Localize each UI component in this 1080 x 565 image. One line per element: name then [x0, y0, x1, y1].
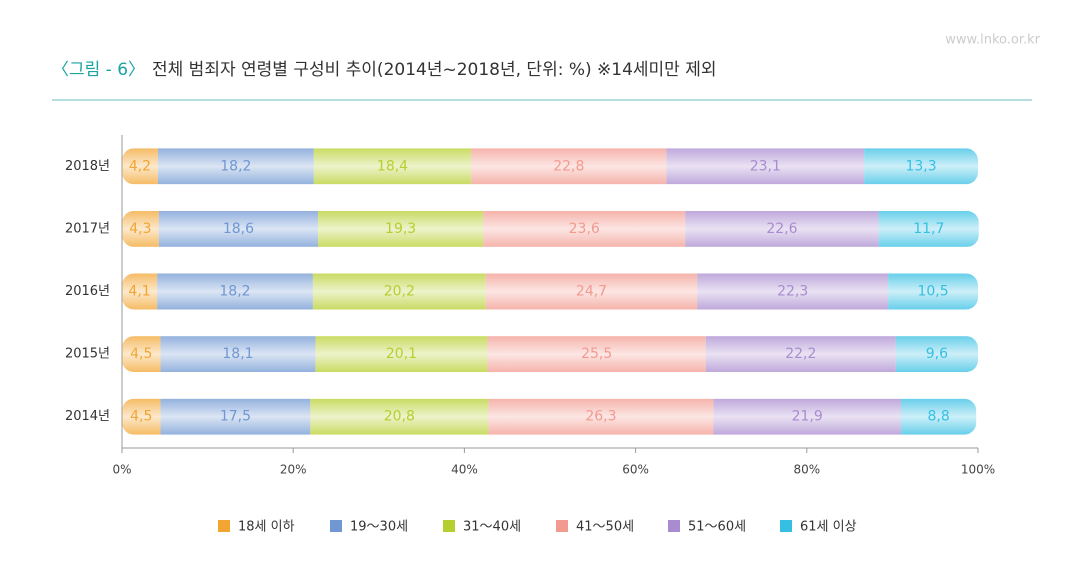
bar-segment: [160, 398, 311, 435]
value-label: 20,2: [384, 284, 415, 300]
legend-swatch: [218, 520, 230, 532]
bar-segment: [122, 398, 161, 435]
bar-segment: [157, 273, 313, 310]
bar-segment: [122, 273, 158, 310]
value-label: 9,6: [926, 346, 948, 362]
legend-label: 18세 이하: [238, 520, 295, 535]
bar-segment: [310, 398, 489, 435]
value-label: 20,1: [386, 346, 417, 362]
bar-segment: [697, 273, 889, 310]
bar-row: [122, 398, 977, 435]
value-label: 18,2: [219, 284, 250, 300]
x-tick-label: 100%: [961, 463, 995, 477]
bar-segment: [485, 273, 698, 310]
value-label: 22,3: [777, 284, 808, 300]
value-label: 11,7: [913, 221, 944, 237]
value-label: 21,9: [792, 409, 823, 425]
value-label: 19,3: [385, 221, 416, 237]
figure-label: 〈그림 - 6〉: [52, 60, 145, 80]
x-tick-label: 60%: [622, 463, 649, 477]
value-label: 18,4: [377, 158, 408, 174]
bar-segment: [895, 336, 978, 373]
x-tick-label: 40%: [451, 463, 478, 477]
value-label: 22,8: [553, 158, 584, 174]
bar-segment: [158, 210, 319, 247]
bar-row: [122, 210, 979, 247]
chart-title: 전체 범죄자 연령별 구성비 추이(2014년~2018년, 단위: %) ※1…: [152, 60, 717, 80]
bar-segment: [122, 336, 161, 373]
bar-segment: [312, 273, 486, 310]
x-tick-label: 0%: [112, 463, 131, 477]
legend-swatch: [330, 520, 342, 532]
bar-segment: [315, 336, 488, 373]
bar-row: [122, 336, 978, 373]
value-label: 24,7: [576, 284, 607, 300]
bar-segment: [160, 336, 316, 373]
legend-swatch: [780, 520, 792, 532]
value-label: 4,3: [129, 221, 151, 237]
value-label: 18,6: [223, 221, 254, 237]
bar-segment: [488, 398, 714, 435]
value-label: 26,3: [585, 409, 616, 425]
value-label: 18,2: [220, 158, 251, 174]
y-tick-label: 2017년: [65, 221, 110, 236]
bar-segment: [666, 148, 865, 185]
bar-row: [122, 148, 978, 185]
value-label: 4,5: [130, 346, 152, 362]
value-label: 18,1: [222, 346, 253, 362]
value-label: 23,1: [750, 158, 781, 174]
y-tick-label: 2015년: [65, 347, 110, 362]
value-label: 20,8: [384, 409, 415, 425]
value-label: 4,5: [130, 409, 152, 425]
legend-swatch: [556, 520, 568, 532]
legend-label: 51～60세: [688, 520, 746, 535]
bar-row: [122, 273, 978, 310]
bar-segment: [122, 210, 159, 247]
legend-label: 61세 이상: [800, 520, 857, 535]
bar-segment: [888, 273, 978, 310]
legend-label: 41～50세: [576, 520, 634, 535]
bar-segment: [487, 336, 706, 373]
watermark: www.lnko.or.kr: [945, 33, 1040, 48]
legend-label: 19～30세: [350, 520, 408, 535]
bar-segment: [471, 148, 667, 185]
legend-label: 31～40세: [463, 520, 521, 535]
value-label: 22,2: [785, 346, 816, 362]
bar-segment: [900, 398, 977, 435]
value-label: 23,6: [569, 221, 600, 237]
value-label: 22,6: [766, 221, 797, 237]
y-tick-label: 2016년: [65, 284, 110, 299]
value-label: 4,1: [128, 284, 150, 300]
bar-segment: [318, 210, 484, 247]
bar-segment: [483, 210, 686, 247]
value-label: 4,2: [129, 158, 151, 174]
legend-swatch: [668, 520, 680, 532]
bar-segment: [313, 148, 472, 185]
value-label: 13,3: [905, 158, 936, 174]
bar-segment: [705, 336, 896, 373]
legend-swatch: [443, 520, 455, 532]
bar-segment: [122, 148, 158, 185]
value-label: 25,5: [581, 346, 612, 362]
y-tick-label: 2018년: [65, 159, 110, 174]
bar-segment: [864, 148, 978, 185]
bar-segment: [713, 398, 901, 435]
value-label: 10,5: [917, 284, 948, 300]
x-tick-label: 80%: [793, 463, 820, 477]
bar-segment: [878, 210, 979, 247]
value-label: 8,8: [927, 409, 949, 425]
value-label: 17,5: [220, 409, 251, 425]
bar-segment: [157, 148, 314, 185]
bar-segment: [685, 210, 879, 247]
y-tick-label: 2014년: [65, 409, 110, 424]
x-tick-label: 20%: [280, 463, 307, 477]
